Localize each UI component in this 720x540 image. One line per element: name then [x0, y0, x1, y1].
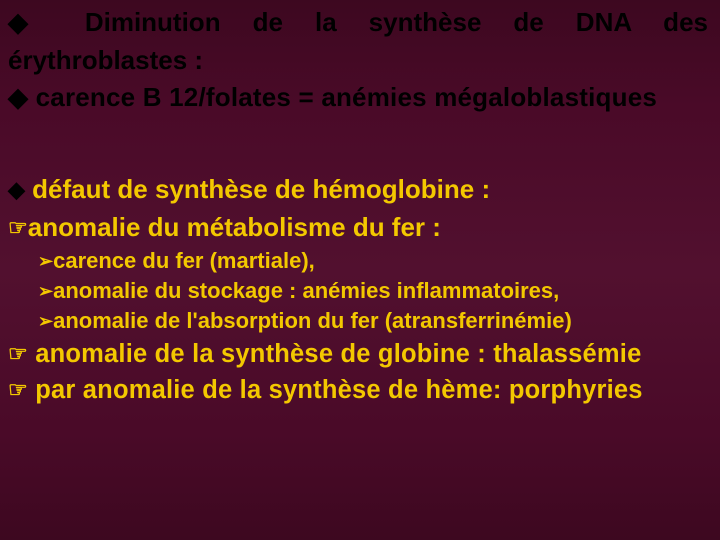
text: anomalie de l'absorption du fer (atransf… [53, 308, 572, 333]
bullet-defaut-hemoglobin: ◆ défaut de synthèse de hémoglobine : [8, 171, 712, 209]
chevron-icon: ➢ [38, 251, 53, 271]
filled-diamond-icon: ◆ [8, 177, 25, 202]
chevron-icon: ➢ [38, 281, 53, 301]
text: anomalie du métabolisme du fer : [28, 212, 441, 242]
text: anomalie du stockage : anémies inflammat… [53, 278, 559, 303]
text: anomalie de la synthèse de globine : tha… [28, 340, 642, 368]
bullet-carence-b12: ◆ carence B 12/folates = anémies mégalob… [8, 79, 712, 117]
chevron-icon: ➢ [38, 311, 53, 331]
bullet-anomalie-globine: ☞ anomalie de la synthèse de globine : t… [8, 336, 712, 373]
text: carence du fer (martiale), [53, 248, 315, 273]
hand-right-icon: ☞ [8, 215, 28, 240]
sub-anomalie-absorption: ➢anomalie de l'absorption du fer (atrans… [8, 306, 712, 336]
text: ◆ Diminution de la synthèse de DNA des [8, 7, 708, 37]
hand-right-icon: ☞ [8, 377, 28, 402]
sub-carence-fer: ➢carence du fer (martiale), [8, 246, 712, 276]
bullet-diminution-dna: ◆ Diminution de la synthèse de DNA des [8, 4, 708, 42]
text: par anomalie de la synthèse de hème: por… [28, 376, 643, 404]
bullet-anomalie-metabolisme-fer: ☞anomalie du métabolisme du fer : [8, 209, 712, 247]
hand-right-icon: ☞ [8, 341, 28, 366]
spacer [8, 117, 712, 171]
slide-content: ◆ Diminution de la synthèse de DNA des é… [0, 0, 720, 540]
sub-anomalie-stockage: ➢anomalie du stockage : anémies inflamma… [8, 276, 712, 306]
text: ◆ carence B 12/folates = anémies mégalob… [8, 82, 657, 112]
text: défaut de synthèse de hémoglobine : [32, 174, 490, 204]
bullet-anomalie-heme: ☞ par anomalie de la synthèse de hème: p… [8, 372, 712, 409]
bullet-diminution-dna-cont: érythroblastes : [8, 42, 712, 80]
text: érythroblastes : [8, 45, 203, 75]
